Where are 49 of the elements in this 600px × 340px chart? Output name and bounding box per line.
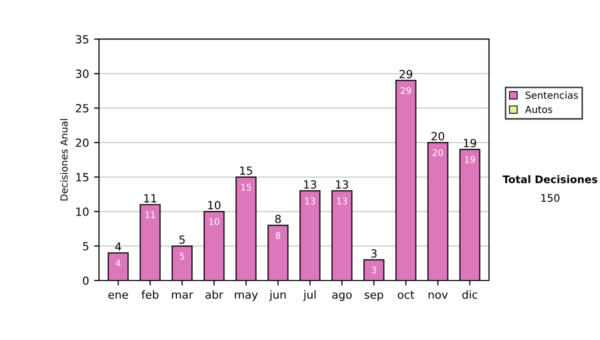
total-label: 13 bbox=[336, 180, 348, 189]
x-tick-label: ene bbox=[108, 292, 128, 299]
y-axis-title: Decisiones Anual bbox=[60, 119, 68, 200]
x-tick-label: feb bbox=[142, 290, 158, 299]
total-label: 20 bbox=[432, 132, 444, 140]
x-tick-label: ago bbox=[332, 292, 352, 301]
x-tick-label: jul bbox=[303, 290, 316, 301]
x-tick-label: mar bbox=[172, 292, 194, 299]
total-label: 3 bbox=[371, 249, 377, 258]
total-label: 13 bbox=[304, 180, 316, 189]
data-label: 13 bbox=[305, 198, 316, 204]
data-label: 13 bbox=[337, 198, 347, 204]
total-label: 15 bbox=[240, 166, 252, 175]
total-label: 8 bbox=[275, 214, 281, 224]
data-label: 29 bbox=[400, 87, 411, 94]
total-label: 10 bbox=[208, 200, 220, 210]
y-tick-label: 20 bbox=[76, 138, 89, 147]
x-tick-label: sep bbox=[364, 292, 384, 301]
y-tick-label: 35 bbox=[76, 35, 88, 44]
x-tick-label: may bbox=[234, 292, 258, 301]
total-label: 19 bbox=[464, 138, 476, 148]
x-tick-label: jun bbox=[269, 290, 286, 301]
data-label: 15 bbox=[241, 184, 252, 191]
y-tick-label: 15 bbox=[76, 173, 88, 182]
data-label: 5 bbox=[180, 252, 184, 260]
x-tick-label: abr bbox=[206, 290, 224, 299]
y-tick-label: 5 bbox=[83, 242, 88, 250]
x-tick-label: oct bbox=[398, 290, 414, 299]
legend-label: Autos bbox=[525, 106, 552, 114]
y-tick-label: 0 bbox=[82, 276, 89, 285]
total-label: 5 bbox=[179, 236, 185, 244]
text: 150 bbox=[541, 194, 560, 202]
y-tick-label: 25 bbox=[76, 104, 88, 112]
text: Total Decisiones bbox=[502, 175, 598, 184]
data-label: 20 bbox=[432, 149, 443, 156]
total-label: 11 bbox=[144, 194, 156, 202]
data-label: 19 bbox=[465, 156, 475, 163]
data-label: 10 bbox=[209, 218, 220, 226]
x-tick-label: nov bbox=[428, 292, 448, 299]
y-tick-label: 30 bbox=[76, 70, 89, 78]
data-label: 3 bbox=[372, 266, 376, 274]
total-label: 4 bbox=[115, 242, 122, 251]
x-tick-label: dic bbox=[462, 290, 478, 299]
legend-label: Sentencias bbox=[526, 91, 578, 99]
y-tick-label: 10 bbox=[76, 208, 89, 216]
data-label: 11 bbox=[145, 211, 156, 218]
data-label: 4 bbox=[116, 260, 121, 266]
data-label: 8 bbox=[276, 232, 280, 239]
total-label: 29 bbox=[400, 70, 412, 78]
